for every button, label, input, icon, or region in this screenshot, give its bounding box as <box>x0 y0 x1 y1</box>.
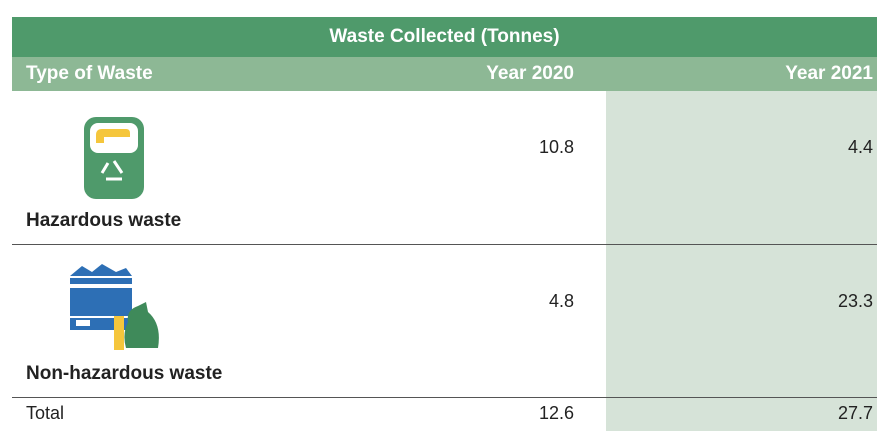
table-title: Waste Collected (Tonnes) <box>12 17 877 57</box>
row-divider <box>12 244 877 245</box>
column-header: Year 2021 <box>785 63 873 84</box>
cell-value: 4.4 <box>847 137 873 157</box>
cell-value: 4.8 <box>548 291 574 311</box>
row-label: Total <box>26 403 65 423</box>
cell-value: 12.6 <box>538 403 574 423</box>
row-divider <box>12 397 877 398</box>
column-header: Type of Waste <box>26 63 153 84</box>
row-label: Non-hazardous waste <box>26 363 223 384</box>
hazardous-icon <box>84 117 144 199</box>
non-hazardous-icon <box>70 264 159 350</box>
header-row <box>12 57 877 91</box>
cell-value: 10.8 <box>538 137 574 157</box>
column-header: Year 2020 <box>486 63 574 84</box>
row-label: Hazardous waste <box>26 210 182 231</box>
cell-value: 27.7 <box>837 403 873 423</box>
column-shade <box>606 91 877 431</box>
cell-value: 23.3 <box>837 291 873 311</box>
